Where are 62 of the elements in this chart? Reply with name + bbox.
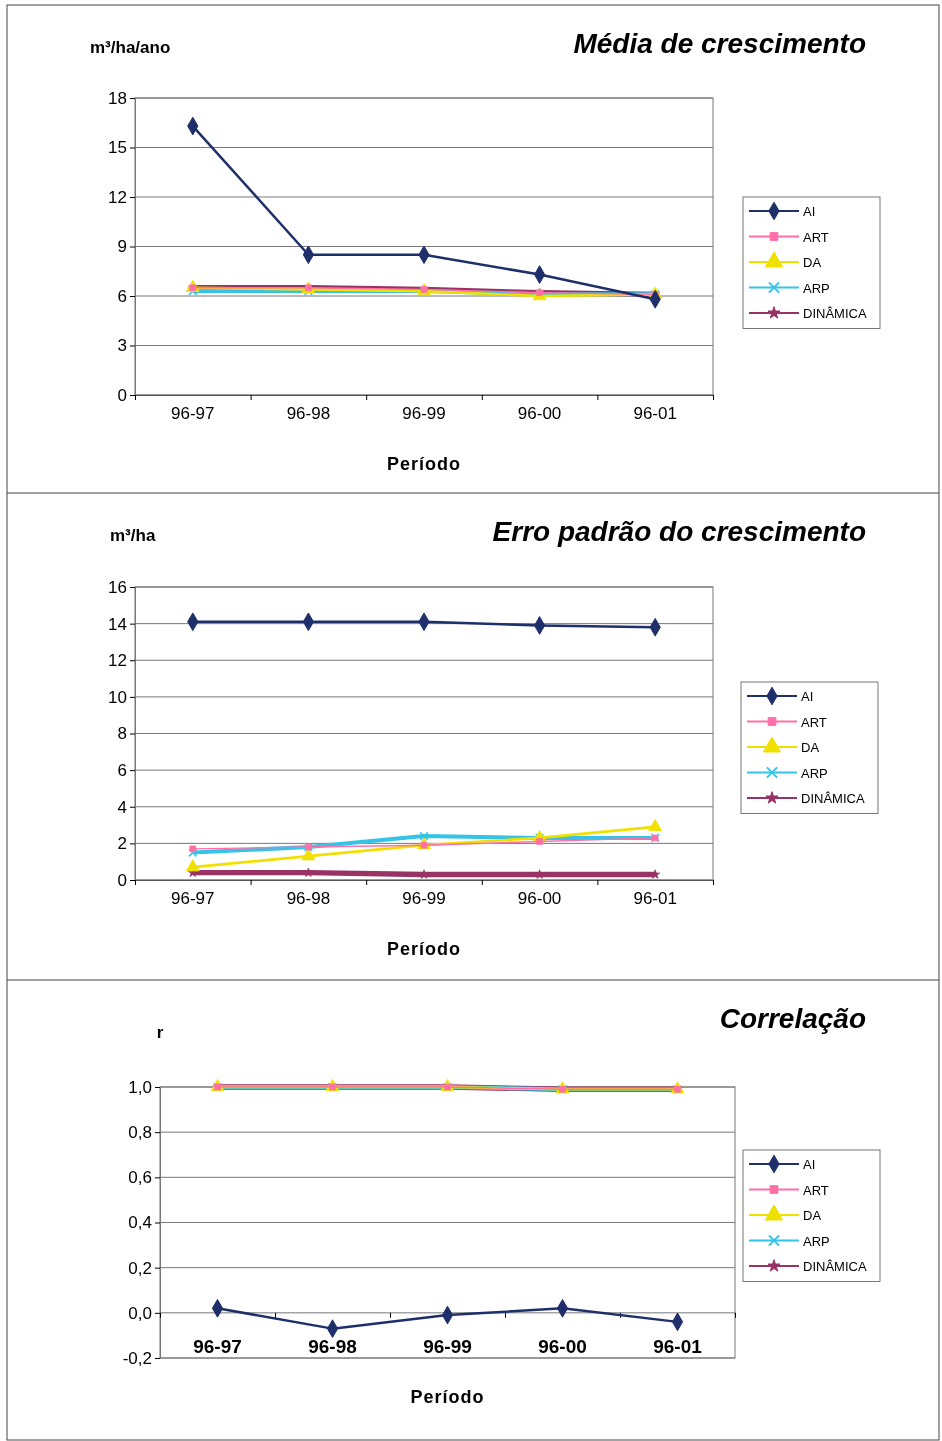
legend-label: DINÂMICA [801, 791, 865, 806]
legend-label: AI [801, 689, 814, 704]
y-axis-title: m³/ha [110, 526, 156, 545]
y-tick-label: 9 [117, 237, 127, 257]
legend-label: ART [803, 229, 829, 245]
x-axis-title: Período [386, 454, 462, 474]
y-tick-label: 0,4 [128, 1213, 152, 1233]
legend-label: DA [803, 1208, 822, 1223]
x-tick-label: 96-00 [538, 1335, 587, 1357]
y-tick-label: 8 [117, 724, 127, 744]
legend-label: DINÂMICA [803, 306, 867, 321]
x-tick-label: 96-01 [633, 404, 677, 423]
x-tick-label: 96-98 [286, 889, 331, 908]
x-axis-title: Período [386, 939, 462, 959]
x-tick-label: 96-97 [171, 404, 215, 423]
x-tick-label: 96-99 [402, 889, 446, 908]
y-tick-label: 2 [117, 834, 127, 854]
legend-label: ARP [803, 280, 830, 296]
y-tick-label: 12 [108, 187, 127, 207]
chart-title: Erro padrão do crescimento [492, 516, 866, 547]
x-tick-label: 96-00 [517, 404, 562, 423]
legend-label: AI [803, 204, 816, 219]
x-tick-label: 96-01 [653, 1335, 703, 1357]
y-tick-label: 4 [117, 797, 127, 817]
y-tick-label: 6 [117, 286, 127, 306]
y-tick-label: 3 [117, 336, 127, 356]
legend-label: DA [801, 740, 820, 755]
x-tick-label: 96-99 [402, 404, 446, 423]
y-tick-label: -0,2 [122, 1348, 152, 1368]
legend-label: ART [801, 714, 827, 730]
x-tick-label: 96-99 [423, 1335, 472, 1357]
y-tick-label: 14 [108, 614, 127, 634]
x-axis-title: Período [410, 1387, 485, 1407]
x-tick-label: 96-98 [308, 1335, 357, 1357]
y-tick-label: 18 [108, 88, 127, 108]
y-tick-label: 0 [117, 385, 127, 405]
y-tick-label: 12 [108, 651, 127, 671]
x-tick-label: 96-98 [286, 404, 331, 423]
y-tick-label: 0,2 [128, 1258, 152, 1278]
y-tick-label: 0,0 [128, 1303, 152, 1323]
x-tick-label: 96-01 [633, 889, 677, 908]
legend-label: ARP [801, 765, 828, 781]
legend-label: DINÂMICA [803, 1259, 867, 1274]
y-axis-title: m³/ha/ano [90, 38, 171, 57]
y-tick-label: 15 [108, 138, 127, 158]
y-tick-label: 0 [117, 870, 127, 890]
y-tick-label: 0,8 [128, 1123, 152, 1143]
y-tick-label: 0,6 [128, 1168, 152, 1188]
legend-label: ARP [803, 1233, 830, 1249]
legend-label: ART [803, 1182, 829, 1198]
y-tick-label: 6 [117, 761, 127, 781]
y-tick-label: 1,0 [128, 1077, 152, 1097]
legend-label: AI [803, 1157, 816, 1172]
x-tick-label: 96-97 [171, 889, 215, 908]
text: Correlação [719, 1003, 866, 1034]
legend-label: DA [803, 255, 822, 270]
x-tick-label: 96-00 [517, 889, 562, 908]
y-tick-label: 16 [108, 577, 127, 597]
x-tick-label: 96-97 [193, 1335, 242, 1357]
y-axis-title: r [156, 1023, 164, 1042]
chart-title: Média de crescimento [573, 28, 866, 59]
y-tick-label: 10 [108, 687, 127, 707]
